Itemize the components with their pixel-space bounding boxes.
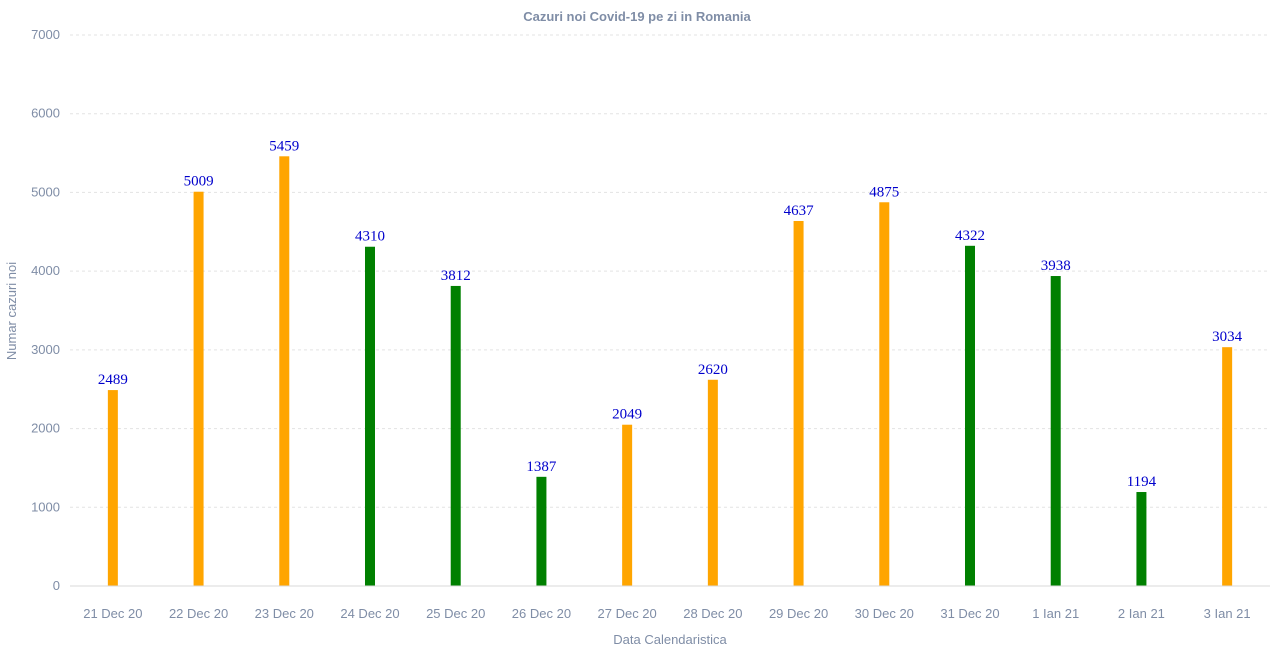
data-labels: 2489 5009 5459 4310 3812 1387 2049 2620 4637 4875… bbox=[98, 138, 1243, 490]
bar-value-label: 1387 bbox=[526, 459, 557, 475]
bar[interactable] bbox=[707, 379, 718, 586]
bar[interactable] bbox=[1136, 492, 1147, 586]
y-tick-label: 1000 bbox=[31, 499, 60, 514]
y-tick-label: 2000 bbox=[31, 421, 60, 436]
x-tick-label: 3 Ian 21 bbox=[1204, 606, 1251, 621]
bar[interactable] bbox=[450, 285, 461, 586]
bar[interactable] bbox=[107, 390, 118, 586]
bar[interactable] bbox=[879, 202, 890, 586]
y-tick-label: 5000 bbox=[31, 184, 60, 199]
bar-value-label: 4310 bbox=[355, 229, 385, 245]
bar[interactable] bbox=[365, 246, 375, 586]
bar[interactable] bbox=[793, 221, 804, 586]
gridlines bbox=[70, 34, 1270, 508]
x-tick-label: 27 Dec 20 bbox=[598, 606, 657, 621]
bar-value-label: 5459 bbox=[269, 138, 299, 154]
x-tick-label: 29 Dec 20 bbox=[769, 606, 828, 621]
y-tick-label: 0 bbox=[53, 578, 60, 593]
x-tick-label: 22 Dec 20 bbox=[169, 606, 228, 621]
x-tick-label: 31 Dec 20 bbox=[940, 606, 999, 621]
x-tick-label: 1 Ian 21 bbox=[1032, 606, 1079, 621]
bar[interactable] bbox=[536, 476, 547, 586]
bar-value-label: 4322 bbox=[955, 228, 985, 244]
x-tick-label: 24 Dec 20 bbox=[340, 606, 399, 621]
y-tick-label: 7000 bbox=[31, 27, 60, 42]
x-axis-ticks: 21 Dec 20 22 Dec 20 23 Dec 20 24 Dec 20 25 D… bbox=[83, 606, 1250, 621]
bar[interactable] bbox=[193, 191, 204, 586]
x-tick-label: 25 Dec 20 bbox=[426, 606, 485, 621]
x-axis-label: Data Calendaristica bbox=[613, 632, 727, 647]
bar-value-label: 3938 bbox=[1041, 258, 1071, 274]
bar[interactable] bbox=[1050, 276, 1061, 586]
x-tick-label: 21 Dec 20 bbox=[83, 606, 142, 621]
bar[interactable] bbox=[1222, 347, 1233, 586]
x-tick-label: 30 Dec 20 bbox=[855, 606, 914, 621]
bar-value-label: 4637 bbox=[784, 203, 815, 219]
bar-value-label: 2620 bbox=[698, 362, 728, 378]
y-axis-ticks: 0 1000 2000 3000 4000 5000 6000 7000 bbox=[31, 27, 60, 593]
x-tick-label: 28 Dec 20 bbox=[683, 606, 742, 621]
x-tick-label: 23 Dec 20 bbox=[255, 606, 314, 621]
bar-value-label: 2489 bbox=[98, 372, 128, 388]
bar[interactable] bbox=[622, 424, 633, 586]
y-axis-label: Numar cazuri noi bbox=[4, 262, 19, 360]
bar-value-label: 2049 bbox=[612, 407, 642, 423]
x-tick-label: 26 Dec 20 bbox=[512, 606, 571, 621]
bars bbox=[107, 156, 1233, 587]
bar-value-label: 3034 bbox=[1212, 329, 1243, 345]
bar-value-label: 5009 bbox=[184, 174, 214, 190]
bar-value-label: 1194 bbox=[1127, 474, 1157, 490]
bar-value-label: 4875 bbox=[869, 184, 899, 200]
bar[interactable] bbox=[279, 156, 290, 587]
y-tick-label: 4000 bbox=[31, 263, 60, 278]
x-tick-label: 2 Ian 21 bbox=[1118, 606, 1165, 621]
y-tick-label: 6000 bbox=[31, 106, 60, 121]
chart-title: Cazuri noi Covid-19 pe zi in Romania bbox=[523, 9, 751, 24]
bar[interactable] bbox=[965, 245, 975, 586]
bar-value-label: 3812 bbox=[441, 268, 471, 284]
y-tick-label: 3000 bbox=[31, 342, 60, 357]
